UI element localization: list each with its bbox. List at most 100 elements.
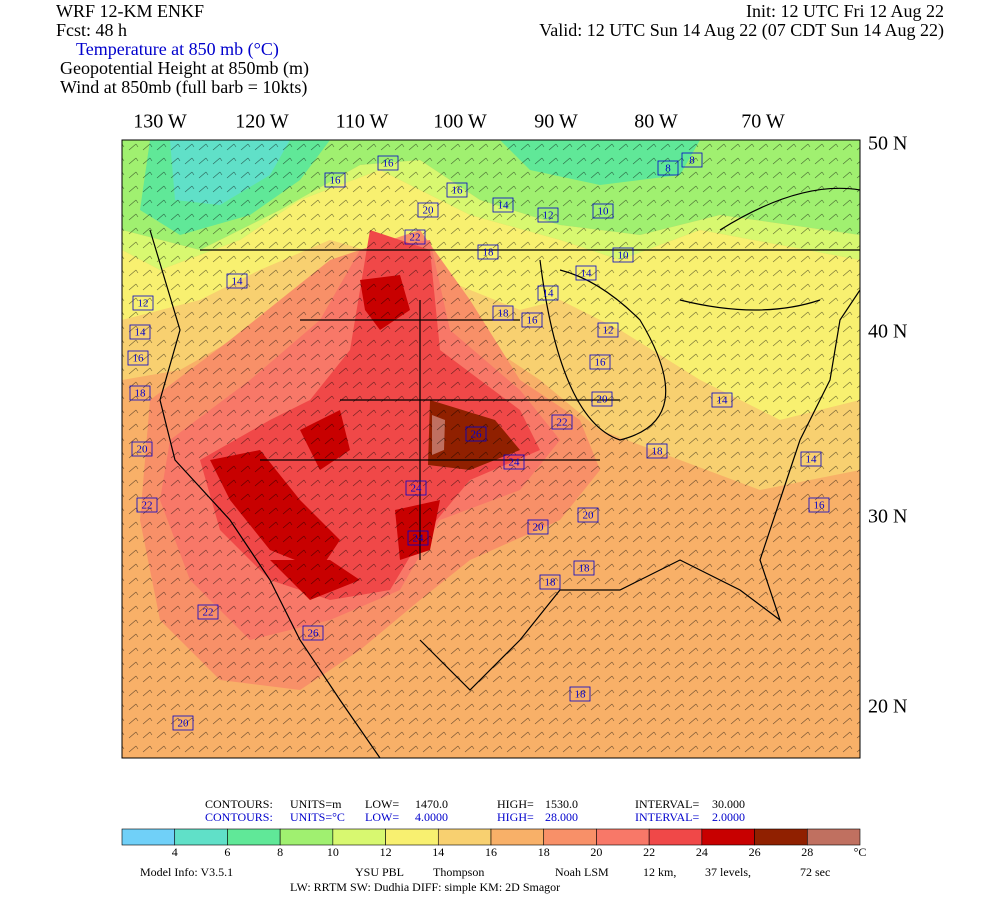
contour-info: 30.000 (712, 797, 745, 811)
map: 16 16 20 22 16 14 12 10 8 8 18 14 12 14 16 18 20 22 18 16 14… (122, 140, 860, 758)
contour-label-box (172, 715, 194, 731)
model-name: WRF 12-KM ENKF (56, 1, 204, 21)
legend-swatch (596, 828, 650, 846)
model-info: 37 levels, (705, 865, 751, 879)
contour-label: 20 (423, 205, 435, 217)
legend-swatch (806, 828, 861, 846)
model-info: LW: RRTM SW: Dudhia DIFF: simple KM: 2D … (290, 880, 560, 894)
legend-swatch (385, 828, 439, 846)
field-title: Temperature at 850 mb (°C) (76, 39, 279, 60)
contour-label: 18 (652, 446, 664, 458)
contour-label-box (527, 519, 549, 535)
longitude-label: 130 W (133, 111, 187, 133)
contour-label-box (132, 295, 154, 311)
contour-label-box (592, 203, 614, 219)
contour-info: LOW= (365, 810, 399, 824)
contour-label-box (537, 285, 559, 301)
longitude-label: 100 W (433, 111, 487, 133)
contour-label: 16 (814, 500, 826, 512)
model-info: Model Info: V3.5.1 (140, 865, 233, 879)
field-title: Wind at 850mb (full barb = 10kts) (60, 77, 307, 98)
latitude-label: 20 N (868, 696, 907, 718)
contour-label: 14 (581, 268, 593, 280)
contour-label-box (407, 530, 429, 546)
legend-swatch (490, 828, 545, 846)
legend-tick-label: 22 (643, 845, 655, 859)
contour-label-box (446, 182, 468, 198)
model-info: 12 km, (643, 865, 676, 879)
contour-label: 16 (452, 185, 464, 197)
contour-label-box (597, 322, 619, 338)
contour-label-box (465, 426, 487, 442)
contour-label-box (591, 391, 613, 407)
contour-label: 20 (583, 510, 595, 522)
contour-label-box (503, 454, 525, 470)
contour-label: 22 (203, 607, 214, 619)
contour-label: 12 (543, 210, 554, 222)
legend-tick-label: 28 (801, 845, 813, 859)
legend-tick-label: 26 (749, 845, 761, 859)
contour-label-box (492, 197, 514, 213)
contour-label-box (575, 265, 597, 281)
contour-label-box (808, 497, 830, 513)
contour-label-box (646, 443, 668, 459)
legend-swatch (279, 828, 334, 846)
contour-label: 18 (498, 308, 510, 320)
contour-info: CONTOURS: (205, 810, 273, 824)
contour-label: 26 (471, 429, 483, 441)
legend-swatch (227, 828, 281, 846)
contour-label-box (197, 604, 219, 620)
contour-label: 24 (509, 457, 521, 469)
contour-label: 18 (135, 388, 147, 400)
legend-swatch (174, 828, 228, 846)
contour-label: 16 (383, 158, 395, 170)
legend-swatch (543, 828, 597, 846)
contour-label-box (612, 247, 634, 263)
model-info: Noah LSM (555, 865, 609, 879)
contour-info: 2.0000 (712, 810, 745, 824)
contour-info: UNITS=°C (290, 810, 345, 824)
field-title: Geopotential Height at 850mb (m) (60, 58, 309, 79)
contour-label: 16 (330, 175, 342, 187)
contour-label: 24 (413, 533, 425, 545)
contour-label: 14 (135, 327, 147, 339)
contour-info: LOW= (365, 797, 399, 811)
contour-label-box (302, 625, 324, 641)
contour-label-box (681, 152, 703, 168)
contour-label-box (129, 385, 151, 401)
contour-label: 10 (618, 250, 630, 262)
legend-swatch (437, 828, 492, 846)
contour-label: 18 (483, 247, 495, 259)
contour-label-box (136, 497, 158, 513)
contour-label: 12 (603, 325, 614, 337)
legend-tick-label: 8 (277, 845, 283, 859)
contour-info: HIGH= (497, 810, 534, 824)
contour-label: 20 (533, 522, 545, 534)
contour-label: 18 (545, 577, 557, 589)
contour-label-box (800, 451, 822, 467)
contour-label-box (569, 686, 591, 702)
contour-label: 8 (665, 163, 671, 175)
legend-tick-label: 18 (538, 845, 550, 859)
contour-info: UNITS=m (290, 797, 342, 811)
legend-tick-label: 10 (327, 845, 339, 859)
contour-info: INTERVAL= (635, 797, 699, 811)
contour-label: 14 (498, 200, 510, 212)
contour-label: 22 (410, 232, 421, 244)
forecast-hour: Fcst: 48 h (56, 20, 127, 40)
latitude-label: 50 N (868, 133, 907, 155)
contour-info: 4.0000 (415, 810, 448, 824)
contour-info: 1530.0 (545, 797, 578, 811)
contour-label: 20 (178, 718, 190, 730)
longitude-label: 80 W (634, 111, 678, 133)
contour-label: 20 (137, 444, 149, 456)
legend-swatch (701, 828, 755, 846)
contour-label-box (417, 202, 439, 218)
legend-tick-label: 24 (696, 845, 708, 859)
contour-label: 24 (411, 483, 423, 495)
contour-label-box (131, 441, 153, 457)
contour-info: 28.000 (545, 810, 578, 824)
contour-label: 22 (557, 417, 568, 429)
contour-label: 10 (598, 206, 610, 218)
